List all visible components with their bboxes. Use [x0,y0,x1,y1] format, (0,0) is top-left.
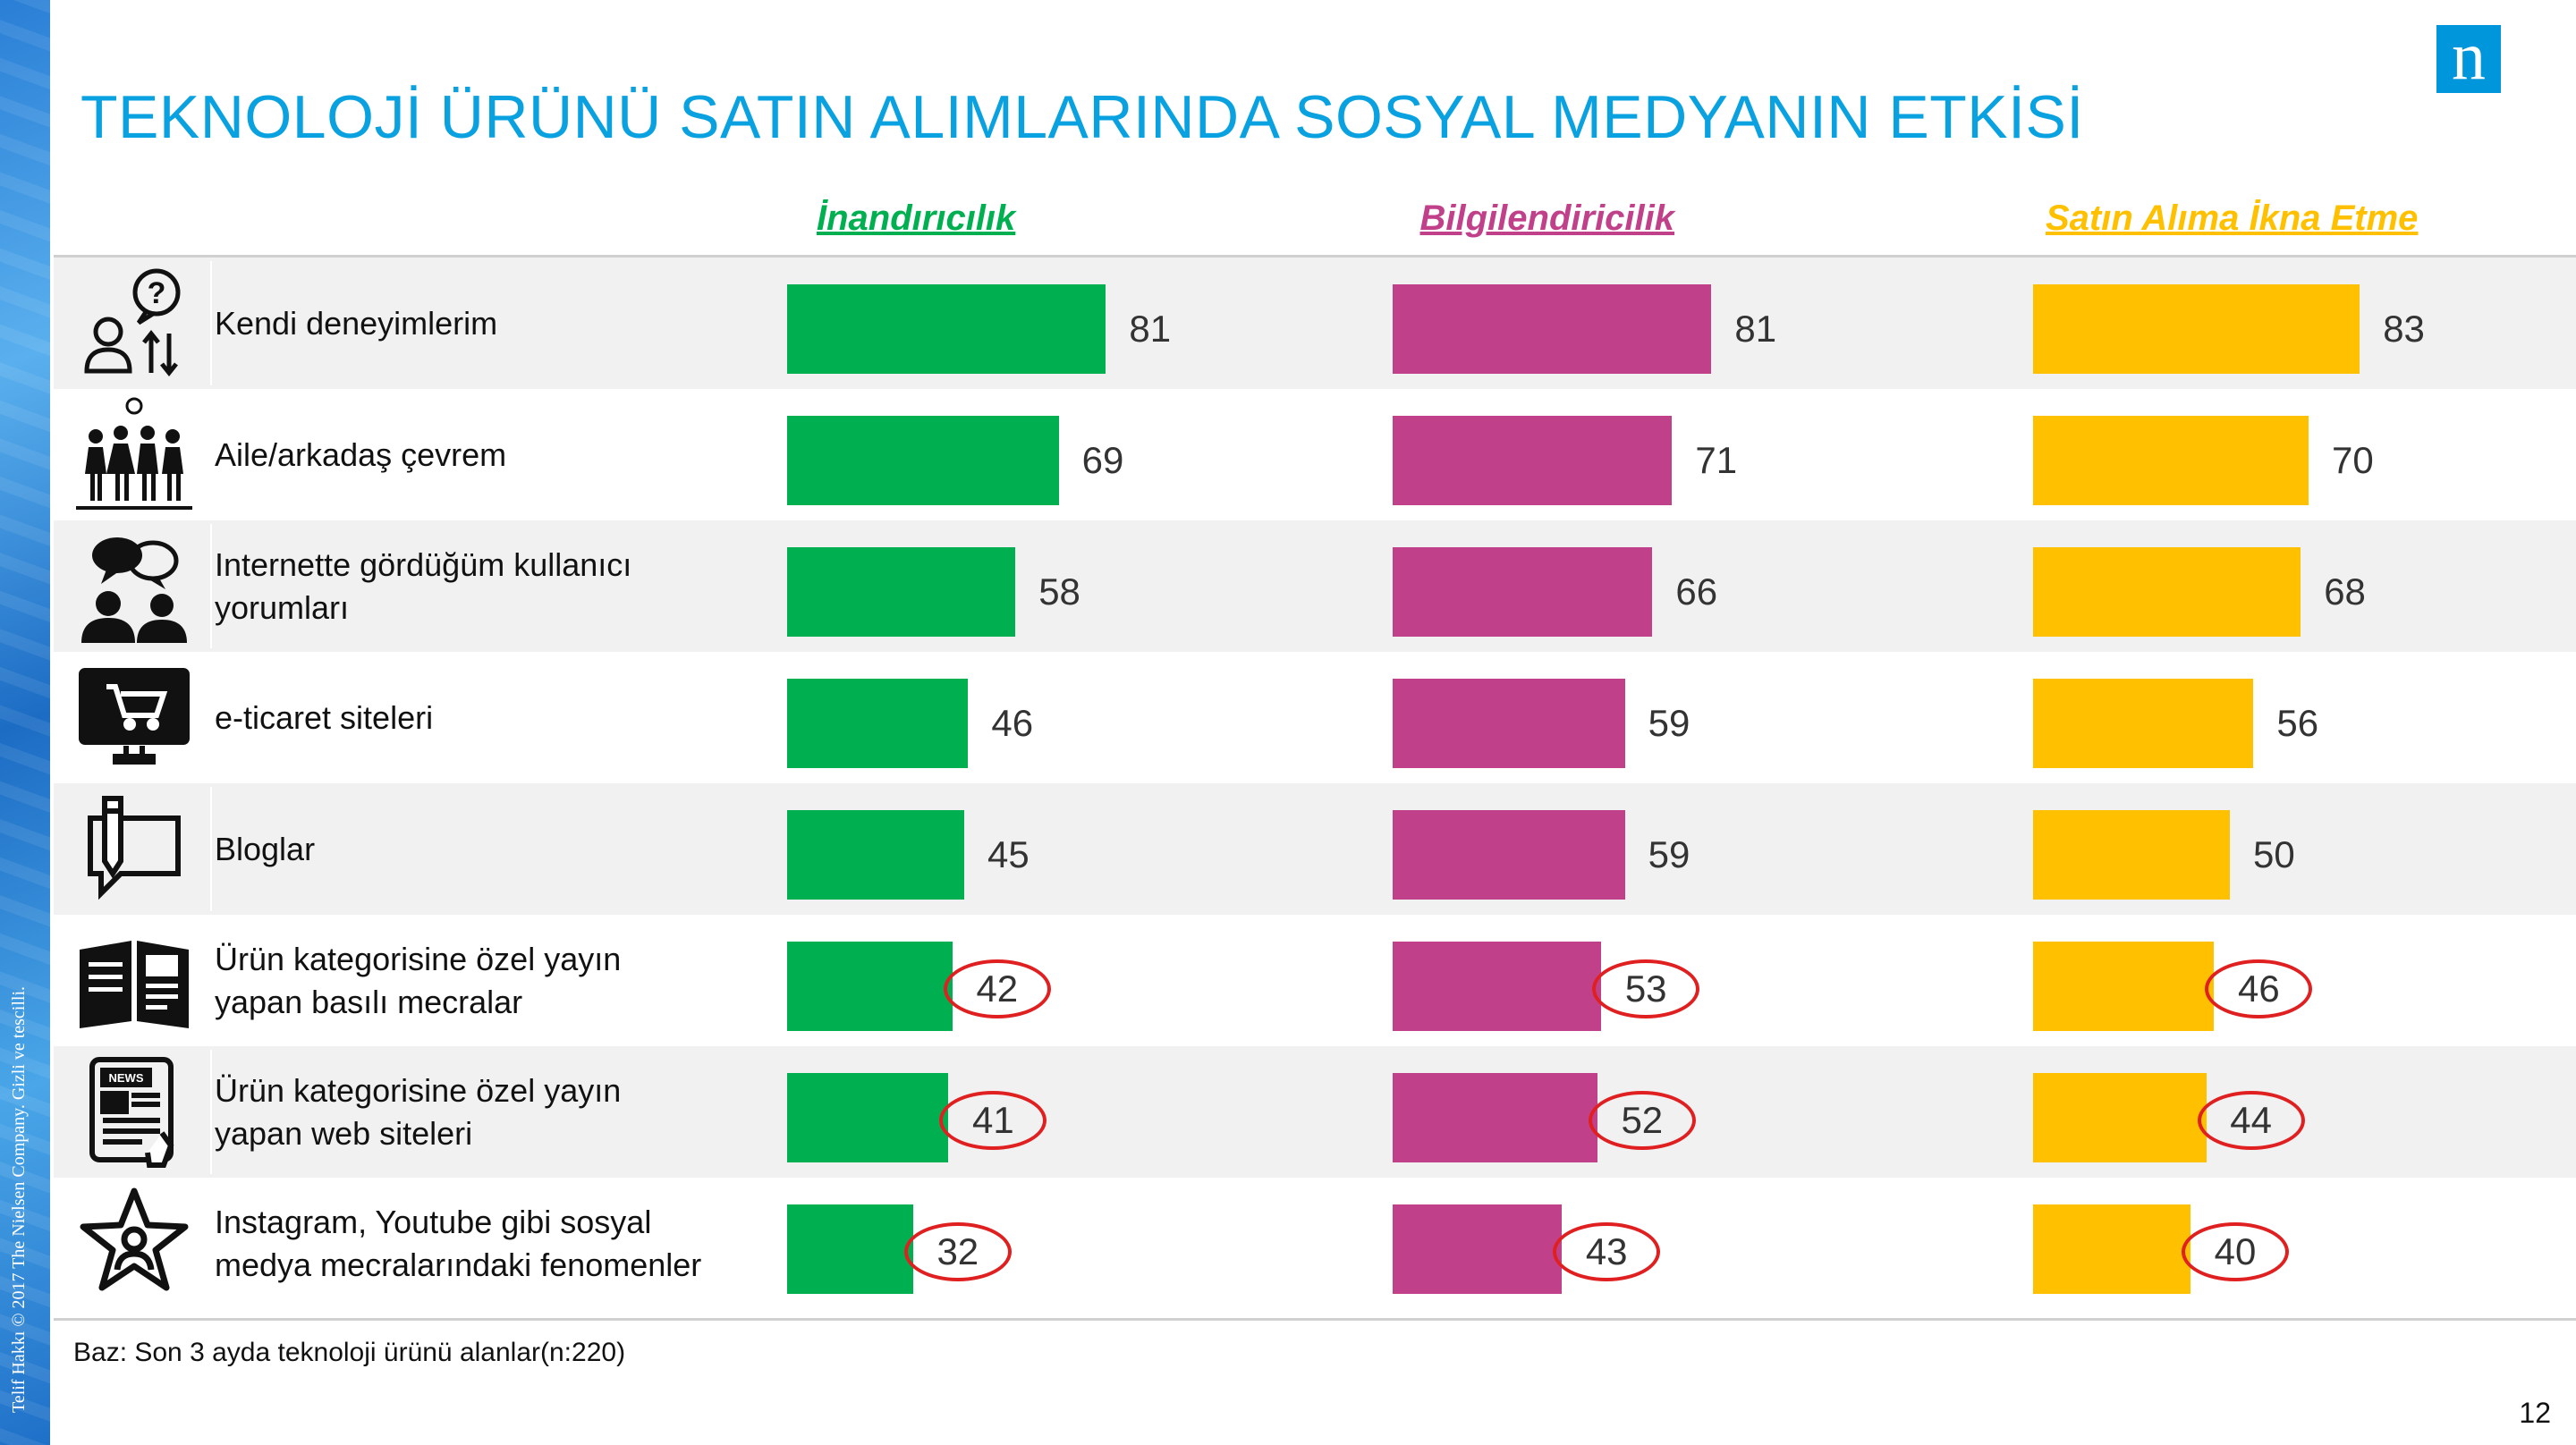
row-divider [210,918,212,1043]
category-label: Ürün kategorisine özel yayın yapan web s… [215,1071,622,1152]
category-label: Internette gördüğüm kullanıcı yorumları [215,545,632,626]
row-divider [210,787,212,911]
data-label: 58 [1038,570,1080,613]
bar [2033,942,2215,1031]
bar [1393,810,1625,900]
circled-data-label: 53 [1592,959,1700,1018]
bar [2033,810,2230,900]
data-label: 83 [2383,308,2425,350]
category-label: Instagram, Youtube gibi sosyal medya mec… [215,1203,702,1283]
circled-data-label: 52 [1588,1091,1696,1150]
chart-row: Instagram, Youtube gibi sosyal medya mec… [54,1178,2576,1309]
data-label: 46 [991,702,1034,744]
bar [1393,679,1625,768]
chart-row: Ürün kategorisine özel yayın yapan basıl… [54,915,2576,1046]
bar [787,1204,913,1294]
circled-data-label: 40 [2182,1222,2289,1281]
bar [1393,1073,1597,1162]
data-label: 71 [1695,439,1738,481]
chat-people-icon [72,524,197,649]
bar [2033,284,2360,374]
bar [787,416,1059,505]
bar [2033,416,2309,505]
magazine-icon [72,918,197,1044]
bar [787,942,953,1031]
row-divider [210,655,212,780]
bar [2033,1073,2207,1162]
circled-data-label: 44 [2197,1091,2305,1150]
data-label: 50 [2253,833,2295,875]
row-divider [210,1181,212,1306]
page-title: TEKNOLOJİ ÜRÜNÜ SATIN ALIMLARINDA SOSYAL… [80,83,2084,151]
data-label: 45 [987,833,1030,875]
bar [1393,942,1602,1031]
nielsen-logo: n [2436,22,2501,93]
svg-text:NEWS: NEWS [109,1071,144,1085]
chart-row: Internette gördüğüm kullanıcı yorumları 5… [54,520,2576,652]
chart-row: NEWS Ürün kategorisine özel yayın yapan w… [54,1046,2576,1178]
blog-pen-icon [72,787,197,912]
circled-data-label: 46 [2205,959,2313,1018]
bar [787,1073,949,1162]
chart-row: ? Kendi deneyimlerim 81 81 83 [54,258,2576,389]
circled-data-label: 43 [1553,1222,1661,1281]
column-header-inandiricilik: İnandırıcılık [817,199,1016,238]
bar [787,810,964,900]
left-decor-strip: Telif Hakkı © 2017 The Nielsen Company. … [0,0,50,1445]
person-question-icon: ? [72,261,197,386]
cart-monitor-icon [72,655,197,781]
category-label: Ürün kategorisine özel yayın yapan basıl… [215,940,622,1020]
column-header-bilgilendiricilik: Bilgilendiricilik [1419,199,1675,238]
category-label: Aile/arkadaş çevrem [215,435,507,473]
page-number: 12 [2519,1397,2551,1429]
bar [1393,1204,1563,1294]
header-rule [54,255,2576,258]
bar [2033,1204,2190,1294]
data-label: 66 [1675,570,1718,613]
data-label: 81 [1129,308,1172,350]
bar [2033,547,2301,637]
data-label: 59 [1648,702,1690,744]
data-label: 81 [1734,308,1777,350]
circled-data-label: 32 [903,1222,1012,1281]
bar [2033,679,2254,768]
star-person-icon [72,1181,197,1306]
party-friends-icon [72,393,197,518]
data-label: 68 [2324,570,2366,613]
copyright-text: Telif Hakkı © 2017 The Nielsen Company. … [9,985,29,1413]
bar [787,284,1106,374]
chart-row: e-ticaret siteleri 46 59 56 [54,652,2576,783]
column-header-satin-alima-ikna: Satın Alıma İkna Etme [2046,199,2419,238]
bottom-rule [54,1318,2576,1321]
data-label: 56 [2276,702,2319,744]
bar [1393,284,1712,374]
bar [787,547,1016,637]
data-label: 70 [2332,439,2374,481]
category-label: Kendi deneyimlerim [215,304,498,342]
bar [1393,416,1673,505]
news-tablet-icon: NEWS [72,1050,197,1175]
category-label: e-ticaret siteleri [215,698,434,736]
circled-data-label: 41 [939,1091,1047,1150]
row-divider [210,393,212,517]
data-label: 59 [1648,833,1690,875]
bar [787,679,969,768]
category-label: Bloglar [215,830,316,867]
row-divider [210,261,212,385]
chart-row: Bloglar 45 59 50 [54,783,2576,915]
data-label: 69 [1081,439,1124,481]
bar [1393,547,1653,637]
footnote: Baz: Son 3 ayda teknoloji ürünü alanlar(… [73,1338,626,1367]
circled-data-label: 42 [943,959,1051,1018]
row-divider [210,1050,212,1174]
chart-row: Aile/arkadaş çevrem 69 71 70 [54,389,2576,520]
svg-text:?: ? [148,276,166,310]
row-divider [210,524,212,648]
